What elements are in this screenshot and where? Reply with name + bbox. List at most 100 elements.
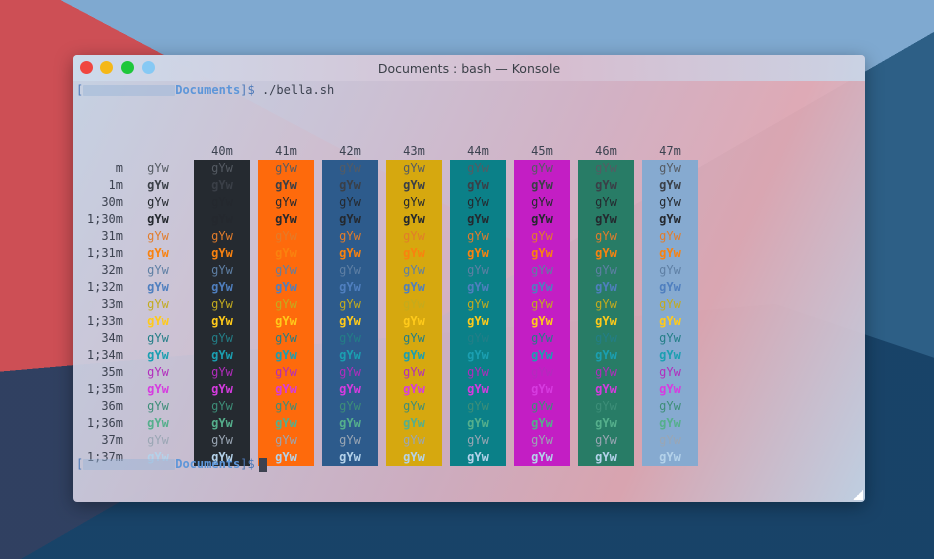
sample-cell: gYw (467, 263, 489, 277)
column-header: 46m (595, 144, 617, 158)
sample-cell: gYw (339, 229, 361, 243)
sample-cell: gYw (531, 365, 553, 379)
sample-cell: gYw (275, 229, 297, 243)
sample-cell: gYw (531, 416, 553, 430)
sample-cell: gYw (275, 399, 297, 413)
sample-cell: gYw (211, 212, 233, 226)
sample-cell: gYw (275, 263, 297, 277)
sample-cell: gYw (339, 297, 361, 311)
sample-cell: gYw (467, 331, 489, 345)
sample-cell: gYw (339, 382, 361, 396)
text-cursor (258, 457, 267, 472)
column-header: 43m (403, 144, 425, 158)
sample-cell: gYw (403, 416, 425, 430)
sample-cell: gYw (467, 212, 489, 226)
title-bar[interactable]: Documents : bash — Konsole (73, 55, 865, 81)
sample-cell: gYw (531, 178, 553, 192)
sample-cell: gYw (403, 297, 425, 311)
sample-cell: gYw (659, 314, 681, 328)
sample-cell: gYw (275, 297, 297, 311)
sample-cell: gYw (659, 263, 681, 277)
sample-cell: gYw (531, 263, 553, 277)
row-label: 1;36m (86, 416, 123, 430)
column-header: 44m (467, 144, 489, 158)
sample-cell: gYw (211, 382, 233, 396)
sample-cell: gYw (403, 365, 425, 379)
row-label: 1;37m (86, 450, 123, 464)
sample-cell: gYw (275, 280, 297, 294)
sample-cell: gYw (659, 246, 681, 260)
sample-cell: gYw (147, 348, 169, 362)
sample-cell: gYw (339, 195, 361, 209)
maximize-button[interactable] (121, 61, 134, 74)
background-swatch-42m (322, 160, 378, 466)
sample-cell: gYw (147, 280, 169, 294)
sample-cell: gYw (531, 450, 553, 464)
sample-cell: gYw (275, 348, 297, 362)
sample-cell: gYw (659, 433, 681, 447)
sample-cell: gYw (275, 382, 297, 396)
prompt-directory: Documents (175, 83, 241, 97)
row-label: 32m (101, 263, 123, 277)
sample-cell: gYw (275, 195, 297, 209)
keep-above-button[interactable] (142, 61, 155, 74)
sample-cell: gYw (403, 382, 425, 396)
sample-cell: gYw (531, 433, 553, 447)
sample-cell: gYw (467, 348, 489, 362)
sample-cell: gYw (595, 365, 617, 379)
sample-cell: gYw (467, 399, 489, 413)
sample-cell: gYw (531, 229, 553, 243)
sample-cell: gYw (403, 263, 425, 277)
sample-cell: gYw (339, 416, 361, 430)
column-header: 45m (531, 144, 553, 158)
terminal-area[interactable]: [Documents]$ ./bella.sh 40m 41m 42m 43m 44m 4… (73, 81, 865, 502)
sample-cell: gYw (467, 433, 489, 447)
sample-cell: gYw (211, 297, 233, 311)
background-swatch-47m (642, 160, 698, 466)
resize-grip-icon[interactable] (853, 490, 863, 500)
minimize-button[interactable] (100, 61, 113, 74)
background-swatch-45m (514, 160, 570, 466)
row-label: 33m (101, 297, 123, 311)
sample-cell: gYw (211, 433, 233, 447)
sample-cell: gYw (595, 195, 617, 209)
prompt-bracket-close: ]$ (240, 457, 255, 471)
sample-cell: gYw (467, 178, 489, 192)
close-button[interactable] (80, 61, 93, 74)
sample-cell: gYw (211, 331, 233, 345)
sample-cell: gYw (595, 433, 617, 447)
window-title: Documents : bash — Konsole (377, 61, 561, 76)
column-header: 47m (659, 144, 681, 158)
sample-cell: gYw (147, 246, 169, 260)
sample-cell: gYw (595, 331, 617, 345)
sample-cell: gYw (339, 280, 361, 294)
sample-cell: gYw (403, 246, 425, 260)
sample-cell: gYw (595, 280, 617, 294)
sample-cell: gYw (403, 433, 425, 447)
sample-cell: gYw (595, 399, 617, 413)
sample-cell: gYw (211, 314, 233, 328)
konsole-window[interactable]: Documents : bash — Konsole [Documents]$ … (73, 55, 865, 502)
prompt-bracket-open: [ (76, 83, 84, 97)
sample-cell: gYw (659, 382, 681, 396)
prompt-user-host (83, 85, 176, 96)
sample-cell: gYw (211, 399, 233, 413)
row-label: 31m (101, 229, 123, 243)
command-text: ./bella.sh (254, 83, 335, 97)
prompt-directory: Documents (175, 457, 241, 471)
sample-cell: gYw (211, 450, 233, 464)
background-swatch-40m (194, 160, 250, 466)
sample-cell: gYw (211, 280, 233, 294)
sample-cell: gYw (275, 246, 297, 260)
sample-cell: gYw (275, 433, 297, 447)
sample-cell: gYw (659, 348, 681, 362)
sample-cell: gYw (339, 450, 361, 464)
sample-cell: gYw (531, 348, 553, 362)
row-label: 1;31m (86, 246, 123, 260)
sample-cell: gYw (595, 178, 617, 192)
sample-cell: gYw (275, 365, 297, 379)
sample-cell: gYw (403, 348, 425, 362)
row-label: 30m (101, 195, 123, 209)
sample-cell: gYw (595, 263, 617, 277)
sample-cell: gYw (531, 161, 553, 175)
